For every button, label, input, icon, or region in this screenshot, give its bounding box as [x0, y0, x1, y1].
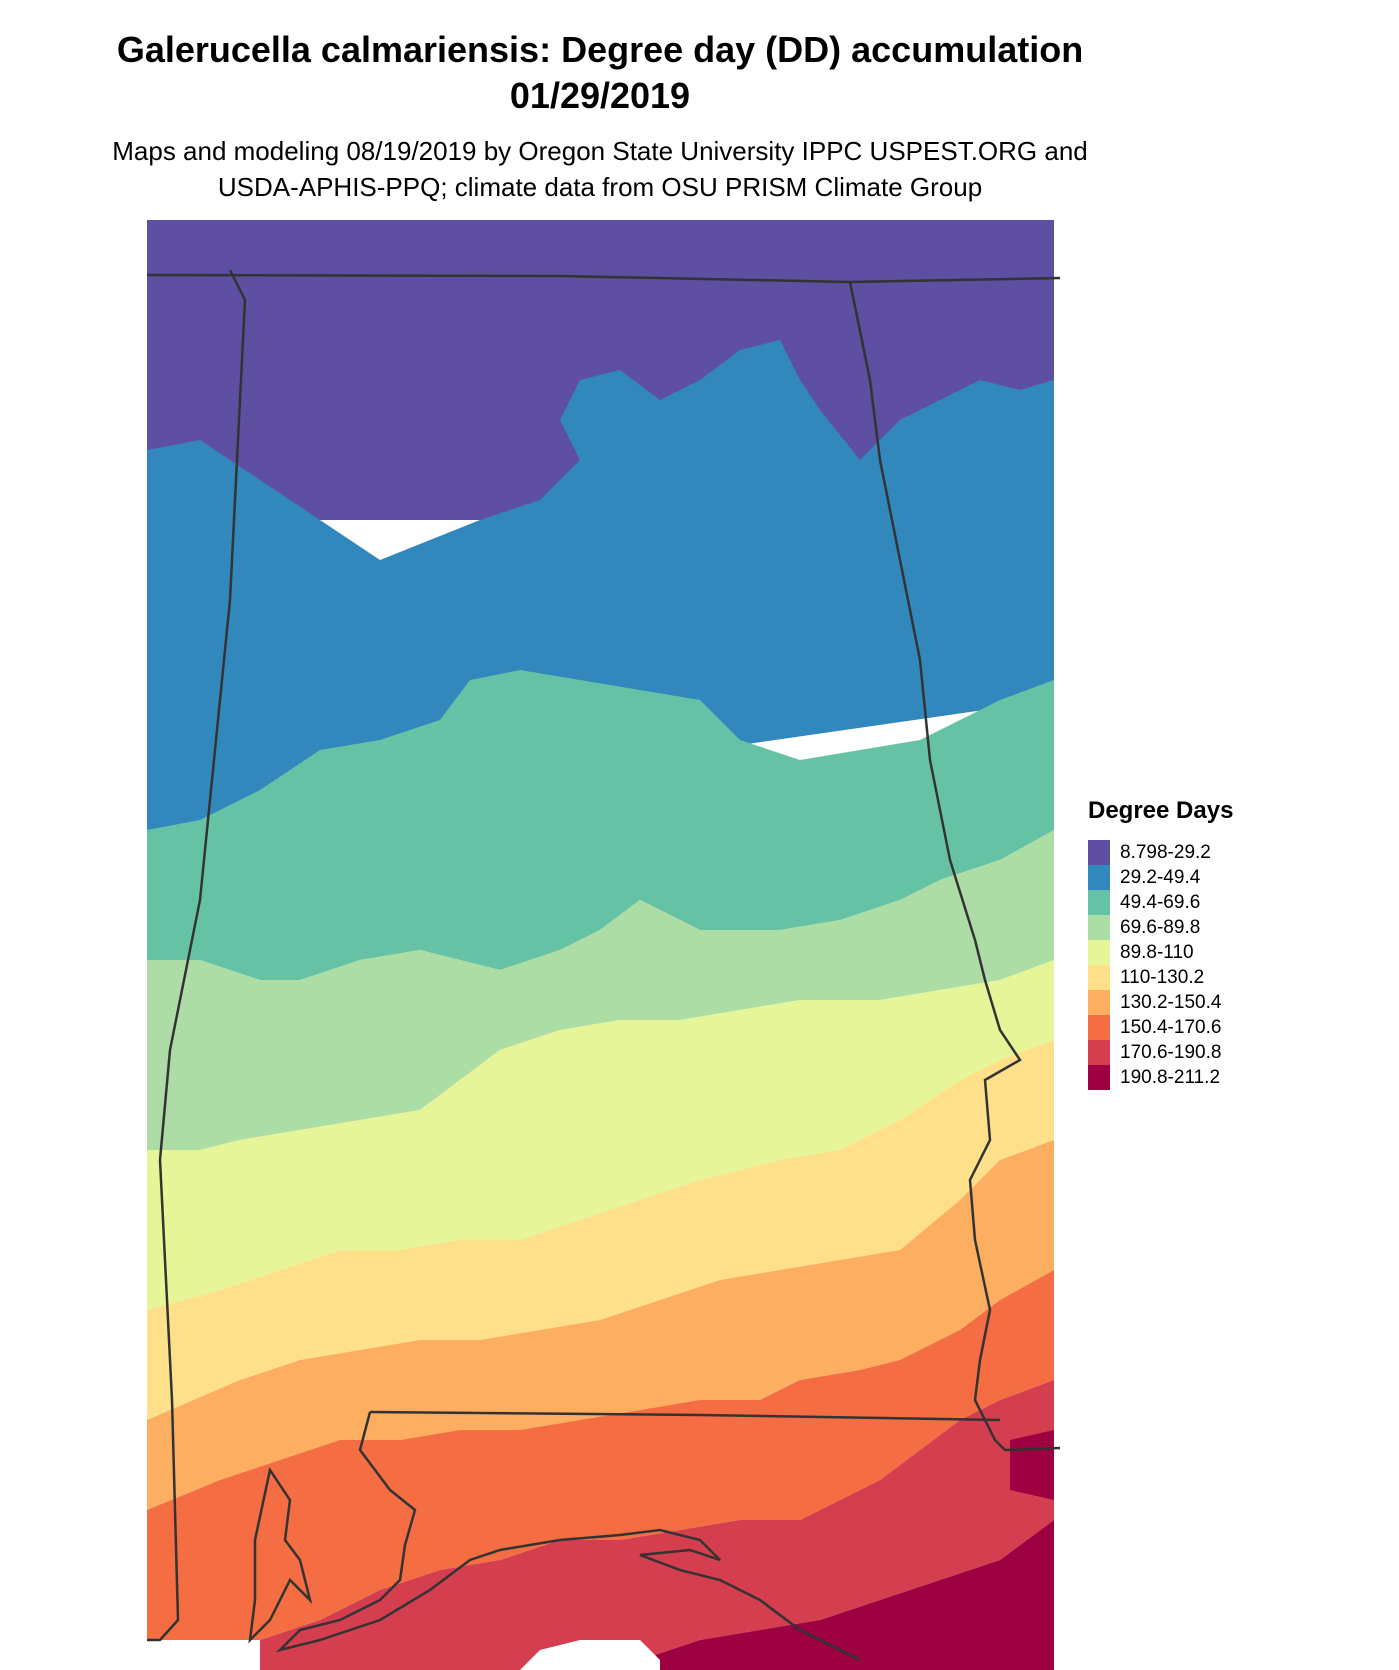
legend-swatch — [1088, 990, 1110, 1015]
legend-item: 49.4-69.6 — [1088, 890, 1378, 915]
band-10-patch — [1010, 1430, 1054, 1500]
band-10 — [640, 1520, 1054, 1670]
band-2 — [147, 340, 1054, 830]
legend-swatch — [1088, 890, 1110, 915]
legend-label: 49.4-69.6 — [1120, 892, 1201, 913]
map-date: 01/29/2019 — [509, 75, 691, 116]
florida-border — [369, 1410, 1001, 1422]
tennessee-border — [146, 273, 1061, 284]
legend-label: 170.6-190.8 — [1120, 1042, 1222, 1063]
mississippi-border — [147, 269, 247, 1642]
legend-item: 89.8-110 — [1088, 940, 1378, 965]
legend-swatch — [1088, 915, 1110, 940]
legend-label: 8.798-29.2 — [1120, 842, 1211, 863]
legend-swatch — [1088, 840, 1110, 865]
georgia-border — [848, 281, 1061, 1452]
legend-label: 89.8-110 — [1120, 942, 1194, 963]
gulf-of-mexico — [520, 1640, 660, 1670]
legend-item: 69.6-89.8 — [1088, 915, 1378, 940]
legend-label: 150.4-170.6 — [1120, 1017, 1222, 1038]
band-9 — [260, 1380, 1054, 1670]
legend-item: 29.2-49.4 — [1088, 865, 1378, 890]
legend-label: 69.6-89.8 — [1120, 917, 1201, 938]
legend-swatch — [1088, 865, 1110, 890]
map-credits-line1: Maps and modeling 08/19/2019 by Oregon S… — [112, 136, 1088, 166]
legend-items: 8.798-29.2 29.2-49.4 49.4-69.6 69.6-89.8 89.… — [1088, 840, 1378, 1090]
band-6 — [147, 1040, 1054, 1420]
legend-swatch — [1088, 965, 1110, 990]
legend-title: Degree Days — [1088, 797, 1234, 824]
band-7 — [147, 1140, 1054, 1510]
legend-label: 130.2-150.4 — [1120, 992, 1222, 1013]
legend-label: 29.2-49.4 — [1120, 867, 1201, 888]
legend-swatch — [1088, 940, 1110, 965]
band-4 — [147, 830, 1054, 1150]
state-boundaries — [146, 269, 1061, 1662]
legend-item: 130.2-150.4 — [1088, 990, 1378, 1015]
map-credits-line2: USDA-APHIS-PPQ; climate data from OSU PR… — [217, 172, 983, 202]
band-8 — [147, 1270, 1054, 1640]
legend-item: 170.6-190.8 — [1088, 1040, 1378, 1065]
legend-item: 110-130.2 — [1088, 965, 1378, 990]
legend-swatch — [1088, 1065, 1110, 1090]
band-5 — [147, 960, 1054, 1310]
legend: Degree Days 8.798-29.2 29.2-49.4 49.4-69.6… — [1088, 796, 1378, 1090]
map-title: Galerucella calmariensis: Degree day (DD… — [116, 29, 1084, 70]
legend-label: 110-130.2 — [1120, 967, 1205, 988]
band-3 — [147, 670, 1054, 980]
mobile-bay — [275, 1411, 861, 1662]
western-bay — [248, 1466, 313, 1644]
legend-swatch — [1088, 1040, 1110, 1065]
legend-item: 8.798-29.2 — [1088, 840, 1378, 865]
legend-item: 190.8-211.2 — [1088, 1065, 1378, 1090]
map-raster — [147, 220, 1054, 1670]
legend-item: 150.4-170.6 — [1088, 1015, 1378, 1040]
legend-label: 190.8-211.2 — [1120, 1067, 1221, 1088]
legend-swatch — [1088, 1015, 1110, 1040]
